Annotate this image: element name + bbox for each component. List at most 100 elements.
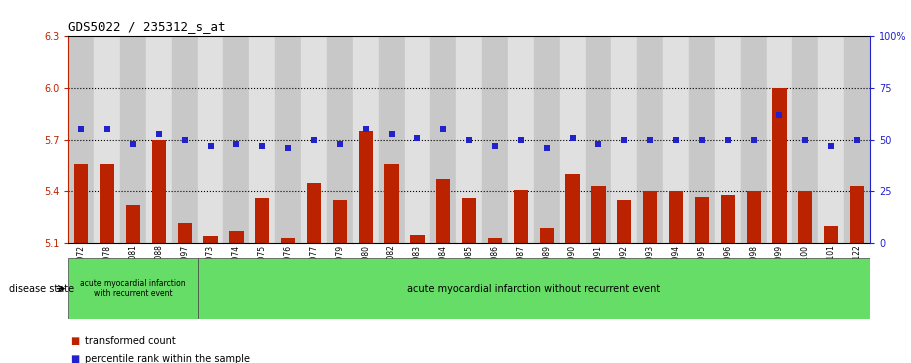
Bar xyxy=(410,234,425,243)
Point xyxy=(307,137,322,143)
Bar xyxy=(353,36,379,243)
Point xyxy=(203,143,218,149)
Point xyxy=(151,131,166,136)
Bar xyxy=(255,198,270,243)
Bar xyxy=(618,200,631,243)
Bar xyxy=(669,191,683,243)
Bar xyxy=(223,36,250,243)
Bar xyxy=(695,197,709,243)
Point xyxy=(255,143,270,149)
Bar xyxy=(715,36,741,243)
Bar xyxy=(456,36,482,243)
Bar xyxy=(844,36,870,243)
Point xyxy=(850,137,865,143)
Bar xyxy=(773,88,786,243)
Bar xyxy=(146,36,172,243)
Bar xyxy=(120,36,146,243)
Bar xyxy=(793,36,818,243)
Bar xyxy=(275,36,301,243)
Bar xyxy=(566,174,579,243)
Point xyxy=(617,137,631,143)
Text: GDS5022 / 235312_s_at: GDS5022 / 235312_s_at xyxy=(68,20,226,33)
Point xyxy=(514,137,528,143)
Bar xyxy=(198,258,870,319)
Point xyxy=(126,141,140,147)
Bar xyxy=(359,131,373,243)
Bar xyxy=(100,164,114,243)
Bar xyxy=(488,238,502,243)
Bar xyxy=(663,36,689,243)
Point xyxy=(100,126,115,132)
Bar xyxy=(508,36,534,243)
Bar xyxy=(68,36,94,243)
Bar xyxy=(74,164,88,243)
Point xyxy=(436,126,451,132)
Bar xyxy=(741,36,766,243)
Bar xyxy=(198,36,223,243)
Bar xyxy=(611,36,638,243)
Bar xyxy=(327,36,353,243)
Bar xyxy=(172,36,198,243)
Bar xyxy=(462,198,476,243)
Point xyxy=(230,141,244,147)
Point xyxy=(669,137,683,143)
Point xyxy=(358,126,373,132)
Bar xyxy=(203,236,218,243)
Bar xyxy=(746,191,761,243)
Bar xyxy=(824,226,838,243)
Bar xyxy=(721,195,735,243)
Bar xyxy=(404,36,430,243)
Bar xyxy=(534,36,559,243)
Bar xyxy=(152,140,166,243)
Bar xyxy=(514,190,528,243)
Bar xyxy=(126,205,140,243)
Text: disease state: disease state xyxy=(9,284,74,294)
Point xyxy=(824,143,838,149)
Bar xyxy=(766,36,793,243)
Bar xyxy=(539,228,554,243)
Point xyxy=(539,145,554,151)
Bar xyxy=(482,36,508,243)
Bar xyxy=(591,186,606,243)
Point xyxy=(178,137,192,143)
Point xyxy=(694,137,709,143)
Text: acute myocardial infarction without recurrent event: acute myocardial infarction without recu… xyxy=(407,284,660,294)
Bar xyxy=(559,36,586,243)
Bar xyxy=(333,200,347,243)
Point xyxy=(721,137,735,143)
Bar xyxy=(301,36,327,243)
Text: acute myocardial infarction
with recurrent event: acute myocardial infarction with recurre… xyxy=(80,279,186,298)
Bar xyxy=(689,36,715,243)
Bar xyxy=(436,179,450,243)
Point xyxy=(591,141,606,147)
Point xyxy=(281,145,295,151)
Text: ■: ■ xyxy=(70,354,79,363)
Bar xyxy=(178,223,192,243)
Point xyxy=(487,143,502,149)
Bar xyxy=(384,164,399,243)
Bar xyxy=(850,186,865,243)
Bar xyxy=(250,36,275,243)
Text: percentile rank within the sample: percentile rank within the sample xyxy=(85,354,250,363)
Text: ■: ■ xyxy=(70,336,79,346)
Bar xyxy=(818,36,844,243)
Bar xyxy=(430,36,456,243)
Bar xyxy=(586,36,611,243)
Point xyxy=(74,126,88,132)
Point xyxy=(566,135,580,140)
Bar xyxy=(68,258,198,319)
Bar xyxy=(379,36,404,243)
Point xyxy=(773,112,787,118)
Point xyxy=(333,141,347,147)
Text: transformed count: transformed count xyxy=(85,336,176,346)
Bar xyxy=(798,191,813,243)
Bar xyxy=(307,183,321,243)
Bar xyxy=(94,36,120,243)
Point xyxy=(798,137,813,143)
Point xyxy=(462,137,476,143)
Bar xyxy=(643,191,658,243)
Point xyxy=(746,137,761,143)
Point xyxy=(384,131,399,136)
Bar xyxy=(230,231,243,243)
Bar xyxy=(638,36,663,243)
